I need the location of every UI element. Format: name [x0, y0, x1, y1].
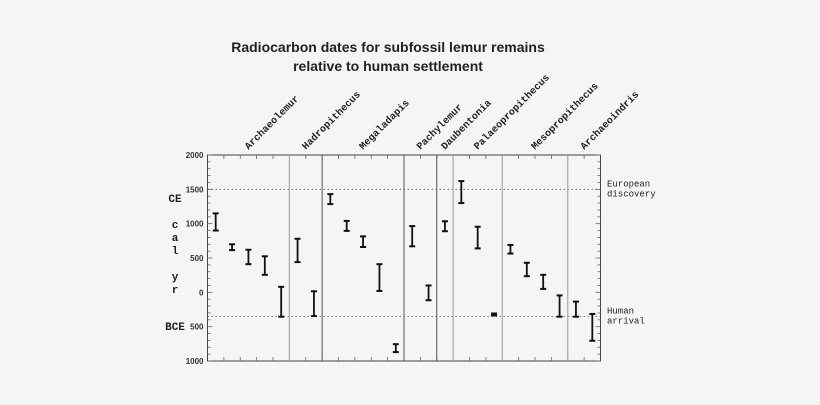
- reference-label: European: [607, 179, 650, 189]
- reference-label: discovery: [607, 189, 656, 199]
- category-label: Hadropithecus: [300, 89, 364, 153]
- reference-label: Human: [607, 306, 634, 316]
- y-tick-label: 500: [190, 323, 204, 332]
- y-label-letter: l: [172, 246, 179, 258]
- chart-title-line-1: Radiocarbon dates for subfossil lemur re…: [231, 39, 545, 55]
- y-label-letter: y: [172, 272, 179, 284]
- y-tick-label: 0: [199, 288, 204, 297]
- y-tick-label: 2000: [186, 151, 204, 160]
- y-label-letter: a: [172, 233, 179, 245]
- y-tick-label: 1000: [186, 220, 204, 229]
- chart-title-line-2: relative to human settlement: [293, 58, 483, 74]
- y-tick-label: 1000: [186, 357, 204, 366]
- y-label-ce: CE: [168, 194, 182, 206]
- y-label-bce: BCE: [165, 322, 185, 334]
- category-label: Megaladapis: [357, 98, 412, 153]
- y-label-letter: r: [172, 285, 179, 297]
- y-tick-label: 1500: [186, 185, 204, 194]
- y-tick-label: 500: [190, 254, 204, 263]
- range-bar: [491, 312, 498, 317]
- reference-label: arrival: [607, 316, 645, 326]
- category-label: Archaeolemur: [243, 93, 302, 152]
- y-label-letter: c: [172, 220, 179, 232]
